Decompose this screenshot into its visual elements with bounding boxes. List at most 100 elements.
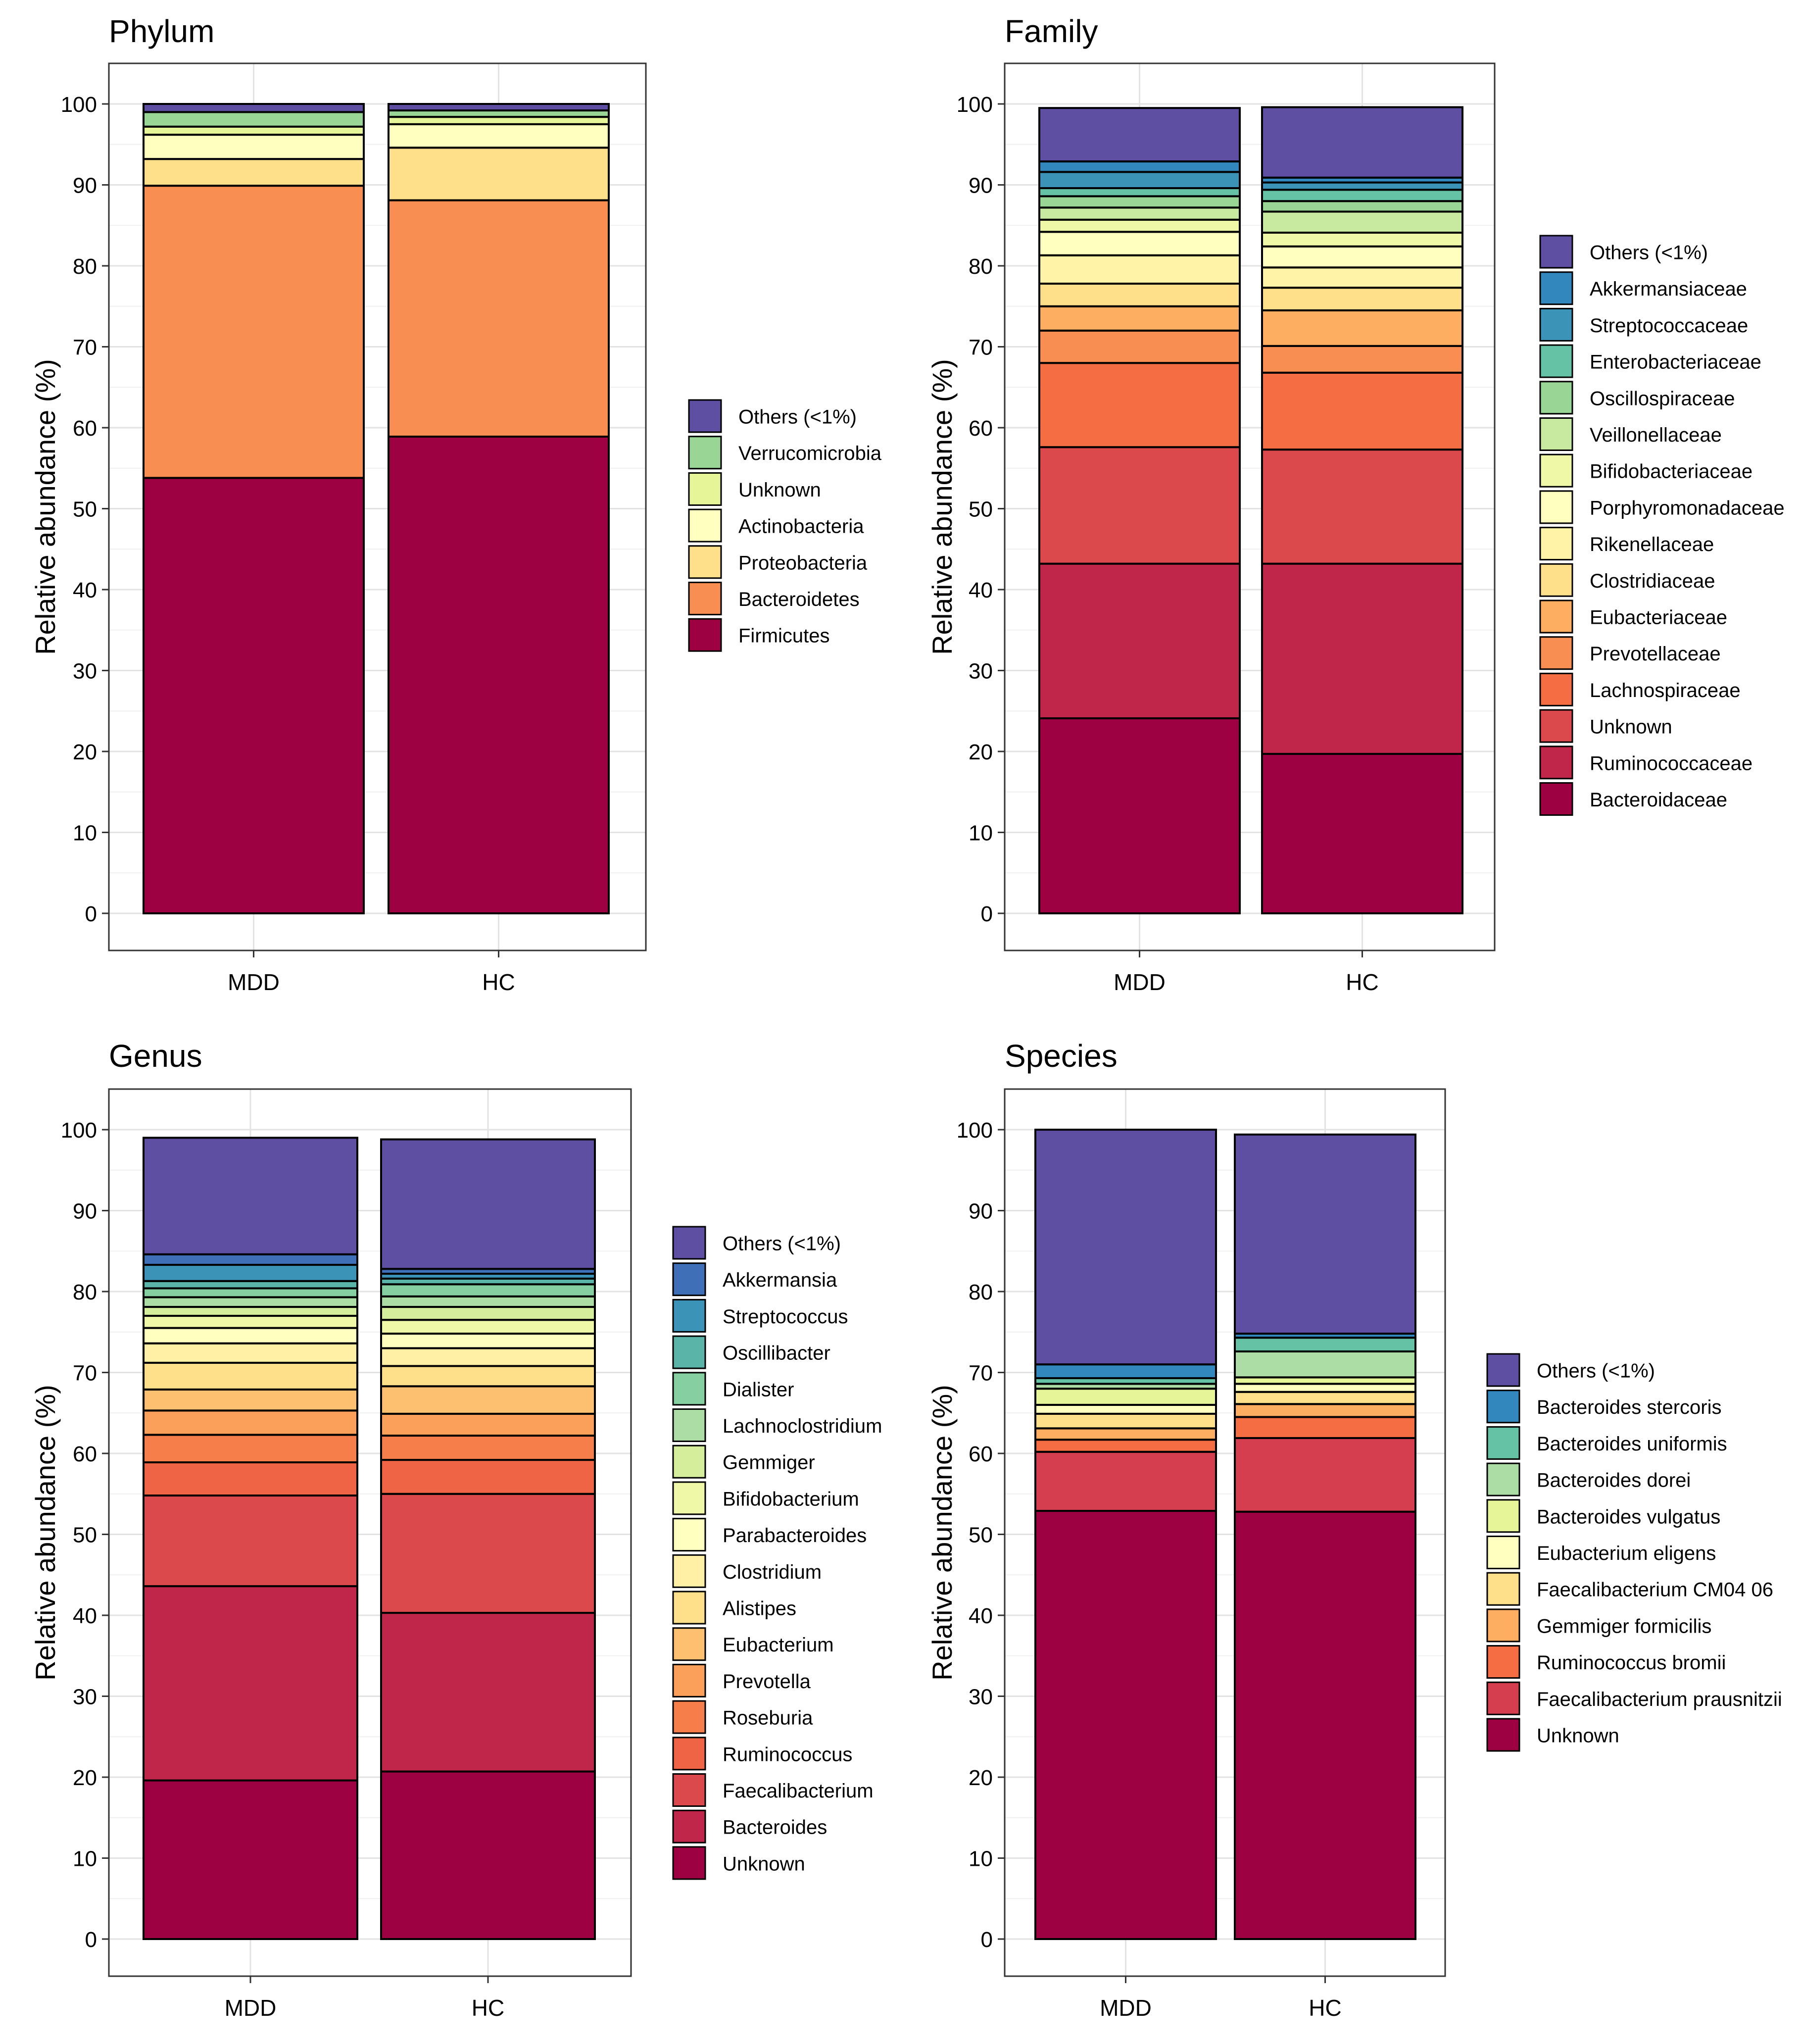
bar-segment-mdd-actinobacteria (143, 134, 365, 160)
legend-swatch-oscillibacter (672, 1335, 706, 1369)
legend-swatch-bifidobacteriaceae (1539, 453, 1573, 488)
bar-segment-mdd-roseburia (143, 1434, 358, 1463)
legend-swatch-others-1 (688, 399, 722, 433)
bar-segment-mdd-faecalibacterium (143, 1495, 358, 1588)
chart-title: Family (1005, 13, 1098, 49)
x-tick-label-mdd: MDD (225, 1995, 277, 2021)
bar-segment-mdd-dialister (143, 1287, 358, 1298)
bar-segment-hc-others-1 (1234, 1133, 1416, 1335)
legend-label-roseburia: Roseburia (723, 1707, 813, 1729)
bar-segment-hc-bacteroides (380, 1612, 596, 1773)
legend-swatch-faecalibacterium-cm04-06 (1486, 1572, 1520, 1606)
bar-segment-hc-lachnoclostridium (380, 1295, 596, 1308)
legend-swatch-enterobacteriaceae (1539, 344, 1573, 378)
legend-label-faecalibacterium-cm04-06: Faecalibacterium CM04 06 (1537, 1579, 1773, 1601)
bar-segment-hc-rikenellaceae (1261, 266, 1463, 289)
bar-segment-mdd-prevotella (143, 1409, 358, 1436)
chart-panel-genus: MDD HC 0 10 20 30 40 50 60 70 80 90 100 Relative abun… (30, 1038, 882, 2021)
bar-segment-mdd-gemmiger (143, 1306, 358, 1317)
bar-segment-hc-firmicutes (388, 435, 610, 914)
bar-segment-hc-actinobacteria (388, 123, 610, 149)
legend-swatch-alistipes (672, 1591, 706, 1625)
bar-segment-mdd-ruminococcus (143, 1461, 358, 1497)
legend-label-bacteroides-dorei: Bacteroides dorei (1537, 1470, 1691, 1492)
legend-label-others-1: Others (<1%) (1537, 1360, 1655, 1382)
bar-segment-mdd-others-1 (143, 103, 365, 113)
bar-segment-mdd-rikenellaceae (1038, 254, 1241, 285)
y-tick-label: 50 (969, 498, 993, 522)
x-tick-label-mdd: MDD (228, 969, 280, 995)
x-tick-label-hc: HC (1309, 1995, 1341, 2021)
bar-segment-hc-proteobacteria (388, 147, 610, 201)
bar-segment-hc-dialister (380, 1283, 596, 1297)
legend-swatch-proteobacteria (688, 545, 722, 579)
y-axis-title: Relative abundance (%) (30, 1385, 61, 1681)
legend-label-others-1: Others (<1%) (738, 406, 857, 428)
bar-segment-hc-roseburia (380, 1435, 596, 1461)
y-tick-label: 60 (73, 1442, 97, 1466)
legend-label-gemmiger: Gemmiger (723, 1452, 815, 1474)
bar-segment-mdd-bacteroides (143, 1585, 358, 1782)
legend-label-bacteroides-stercoris: Bacteroides stercoris (1537, 1396, 1721, 1418)
legend-swatch-others-1 (1486, 1353, 1520, 1387)
legend-swatch-unknown (1486, 1718, 1520, 1752)
legend-label-unknown: Unknown (738, 479, 821, 501)
bar-segment-mdd-enterobacteriaceae (1038, 187, 1241, 198)
chart-panel-family: MDD HC 0 10 20 30 40 50 60 70 80 90 100 Relative abun… (926, 13, 1785, 995)
legend-label-dialister: Dialister (723, 1379, 794, 1400)
legend-swatch-akkermansiaceae (1539, 271, 1573, 305)
y-tick-label: 10 (73, 821, 97, 846)
bar-segment-mdd-clostridium (143, 1342, 358, 1364)
bar-segment-mdd-oscillibacter (143, 1280, 358, 1290)
legend-swatch-eubacterium-eligens (1486, 1536, 1520, 1569)
bar-segment-mdd-unknown (1034, 1510, 1217, 1940)
bar-segment-mdd-unknown (143, 1779, 358, 1941)
legend-swatch-bifidobacterium (672, 1481, 706, 1515)
legend-label-enterobacteriaceae: Enterobacteriaceae (1590, 351, 1761, 373)
y-axis-title: Relative abundance (%) (30, 359, 61, 655)
y-tick-label: 70 (73, 336, 97, 360)
plot-border (1004, 1088, 1446, 1977)
legend-label-oscillospiraceae: Oscillospiraceae (1590, 388, 1735, 409)
x-tick-label-hc: HC (1346, 969, 1378, 995)
y-tick-label: 30 (73, 659, 97, 684)
legend-label-porphyromonadaceae: Porphyromonadaceae (1590, 497, 1785, 519)
plot-border (1004, 62, 1496, 951)
bar-segment-hc-parabacteroides (380, 1333, 596, 1349)
legend-swatch-prevotella (672, 1663, 706, 1697)
bar-segment-mdd-others-1 (143, 1137, 358, 1255)
bar-segment-hc-unknown (1261, 449, 1463, 565)
legend-label-verrucomicrobia: Verrucomicrobia (738, 443, 882, 464)
bar-segment-mdd-parabacteroides (143, 1327, 358, 1345)
bar-segment-hc-unknown (388, 116, 610, 125)
bar-segment-mdd-faecalibacterium-cm04-06 (1034, 1412, 1217, 1430)
bar-segment-hc-porphyromonadaceae (1261, 245, 1463, 269)
legend-label-oscillibacter: Oscillibacter (723, 1343, 830, 1364)
legend-swatch-unknown (688, 472, 722, 506)
y-tick-label: 50 (73, 1523, 97, 1547)
legend-swatch-parabacteroides (672, 1518, 706, 1552)
y-tick-label: 70 (969, 1361, 993, 1386)
legend: Others (<1%) Bacteroides stercoris Bactero… (1486, 1353, 1782, 1752)
legend-swatch-others-1 (1539, 235, 1573, 269)
bar-segment-hc-eubacteriaceae (1261, 309, 1463, 347)
legend-swatch-ruminococcus-bromii (1486, 1645, 1520, 1679)
legend-swatch-verrucomicrobia (688, 436, 722, 470)
legend-label-clostridium: Clostridium (723, 1561, 822, 1583)
legend-label-actinobacteria: Actinobacteria (738, 516, 864, 538)
bar-segment-mdd-akkermansia (143, 1253, 358, 1266)
legend-label-alistipes: Alistipes (723, 1598, 796, 1620)
bar-segment-mdd-prevotellaceae (1038, 329, 1241, 364)
legend-label-bacteroides: Bacteroides (723, 1817, 827, 1839)
legend-swatch-akkermansia (672, 1262, 706, 1296)
bar-segment-mdd-bifidobacteriaceae (1038, 218, 1241, 233)
legend-label-prevotella: Prevotella (723, 1671, 811, 1693)
legend-swatch-lachnospiraceae (1539, 672, 1573, 706)
legend-swatch-streptococcaceae (1539, 307, 1573, 342)
y-tick-label: 80 (73, 1280, 97, 1304)
y-tick-label: 30 (73, 1685, 97, 1709)
y-axis-title: Relative abundance (%) (926, 1385, 958, 1681)
bar-segment-hc-faecalibacterium-cm04-06 (1234, 1391, 1416, 1405)
bar-segment-hc-streptococcaceae (1261, 181, 1463, 191)
bar-segment-mdd-others-1 (1038, 107, 1241, 163)
